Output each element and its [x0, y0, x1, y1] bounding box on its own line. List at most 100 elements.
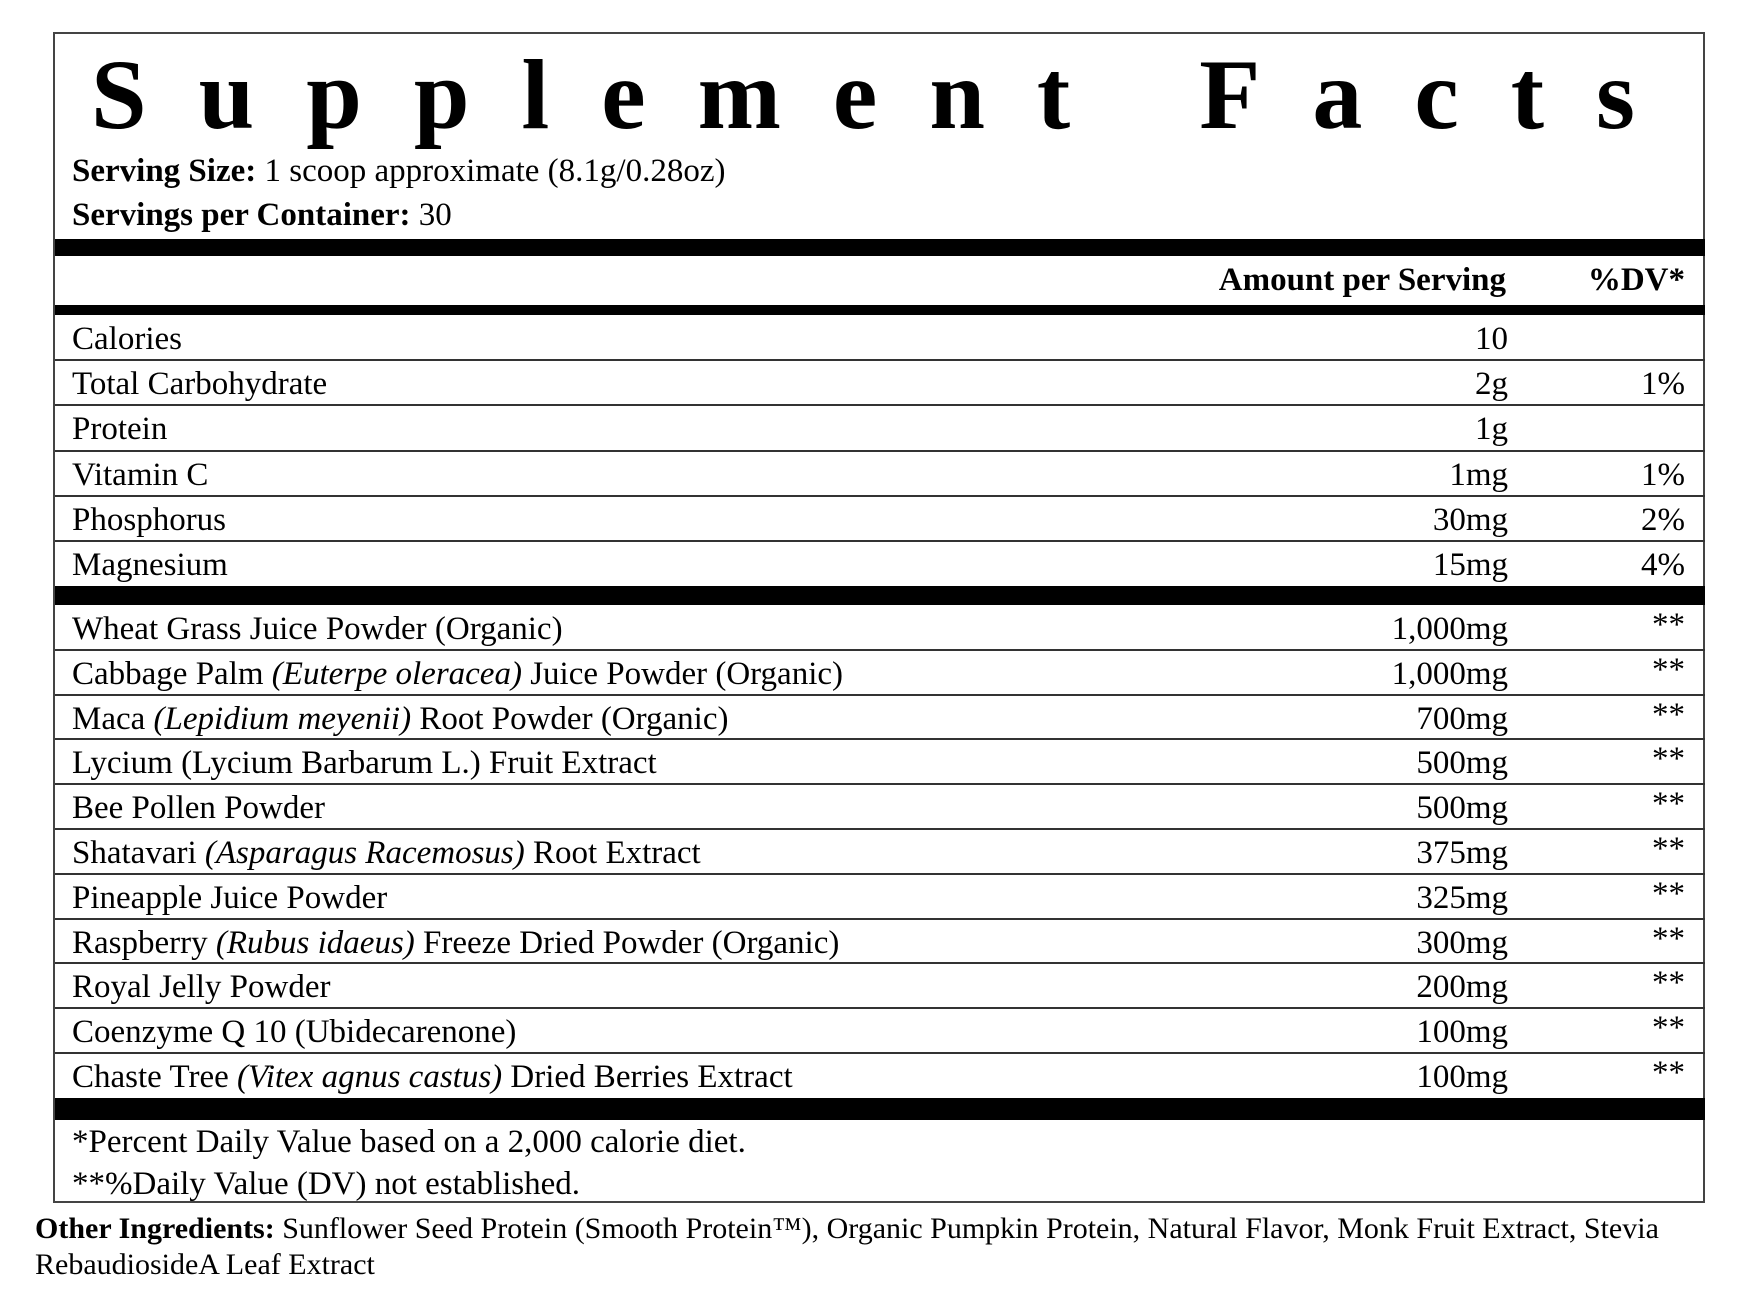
- latin-name: (Lepidium meyenii): [153, 700, 412, 737]
- value: 1 scoop approximate (8.1g/0.28oz): [264, 153, 726, 189]
- name-part: Phosphorus: [72, 501, 227, 538]
- facts-panel: [53, 32, 1705, 1203]
- name-part: Wheat Grass Juice Powder (Organic): [72, 611, 563, 647]
- row-rule: [55, 828, 1705, 830]
- row-rule: [55, 962, 1705, 965]
- footnote: *Percent Daily Value based on a 2,000 ca…: [72, 1124, 746, 1160]
- amount: 1,000mg: [1391, 655, 1508, 692]
- latin-name: (Vitex agnus castus): [237, 1059, 503, 1095]
- thick-rule: [55, 1097, 1705, 1120]
- daily-value: **: [1652, 786, 1685, 823]
- row-rule: [55, 449, 1705, 452]
- name-part: Cabbage Palm: [72, 655, 272, 692]
- daily-value: 1%: [1641, 456, 1685, 493]
- amount: 500mg: [1416, 790, 1508, 827]
- name-part: Vitamin C: [72, 456, 209, 493]
- latin-name: (Euterpe oleracea): [271, 655, 522, 692]
- row-rule: [55, 693, 1705, 696]
- ingredient-name: Wheat Grass Juice Powder (Organic): [72, 613, 563, 646]
- amount: 375mg: [1416, 835, 1508, 871]
- name-part: Pineapple Juice Powder: [72, 879, 388, 916]
- serving-size: Serving Size: 1 scoop approximate (8.1g/…: [72, 155, 725, 188]
- name-part: Juice Powder (Organic): [521, 655, 843, 692]
- name-part: Shatavari: [72, 835, 205, 871]
- row-rule: [55, 783, 1705, 786]
- servings-per-container: Servings per Container: 30: [72, 199, 452, 232]
- amount: 100mg: [1416, 1014, 1508, 1051]
- amount: 500mg: [1416, 745, 1508, 782]
- row-rule: [55, 359, 1705, 362]
- ingredient-name: Cabbage Palm (Euterpe oleracea) Juice Po…: [72, 655, 843, 692]
- ingredient-name: Pineapple Juice Powder: [72, 879, 388, 916]
- name-part: Magnesium: [72, 547, 228, 583]
- name-part: Dried Berries Extract: [502, 1059, 793, 1095]
- name-part: Total Carbohydrate: [72, 366, 328, 403]
- daily-value: **: [1652, 1010, 1685, 1047]
- row-rule: [55, 404, 1705, 407]
- daily-value: **: [1652, 1055, 1685, 1091]
- ingredient-name: Shatavari (Asparagus Racemosus) Root Ext…: [72, 837, 701, 870]
- ingredient-name: Lycium (Lycium Barbarum L.) Fruit Extrac…: [72, 747, 657, 780]
- value: 30: [418, 197, 452, 233]
- ingredient-name: Chaste Tree (Vitex agnus castus) Dried B…: [72, 1061, 793, 1094]
- ingredient-name: Bee Pollen Powder: [72, 792, 325, 825]
- row-rule: [55, 1052, 1705, 1054]
- name-part: Bee Pollen Powder: [72, 790, 325, 827]
- amount: 1mg: [1449, 456, 1508, 493]
- name-part: Chaste Tree: [72, 1059, 237, 1095]
- name-part: Freeze Dried Powder (Organic): [414, 924, 840, 961]
- row-rule: [55, 494, 1705, 497]
- amount: 2g: [1475, 366, 1508, 403]
- ingredient-name: Vitamin C: [72, 456, 209, 493]
- label: Servings per Container:: [72, 197, 411, 233]
- row-rule: [55, 738, 1705, 741]
- thick-rule: [55, 239, 1705, 256]
- row-rule: [55, 540, 1705, 542]
- name-part: Maca: [72, 700, 154, 737]
- thick-rule: [55, 586, 1705, 605]
- amount: 1g: [1475, 411, 1508, 448]
- ingredient-name: Royal Jelly Powder: [72, 971, 330, 1004]
- amount: 1,000mg: [1391, 611, 1508, 647]
- other-ingredients: Other Ingredients: Sunflower Seed Protei…: [35, 1211, 1755, 1283]
- name-part: Raspberry: [72, 924, 216, 961]
- amount: 300mg: [1416, 924, 1508, 961]
- name-part: Coenzyme Q 10 (Ubidecarenone): [72, 1014, 517, 1051]
- name-part: Royal Jelly Powder: [72, 969, 331, 1006]
- ingredient-name: Protein: [72, 413, 167, 446]
- label: Serving Size:: [72, 153, 257, 189]
- latin-name: (Asparagus Racemosus): [204, 835, 525, 871]
- amount: 100mg: [1416, 1059, 1508, 1095]
- daily-value: **: [1652, 920, 1685, 957]
- ingredient-name: Coenzyme Q 10 (Ubidecarenone): [72, 1016, 516, 1049]
- value: Sunflower Seed Protein (Smooth Protein™)…: [35, 1212, 1659, 1281]
- daily-value: 2%: [1641, 501, 1685, 538]
- name-part: Lycium (Lycium Barbarum L.) Fruit Extrac…: [72, 745, 657, 782]
- amount: 10: [1475, 321, 1508, 357]
- ingredient-name: Total Carbohydrate: [72, 368, 327, 401]
- amount: 700mg: [1416, 700, 1508, 737]
- name-part: Calories: [72, 321, 182, 357]
- thick-rule: [55, 305, 1705, 315]
- row-rule: [55, 1007, 1705, 1010]
- name-part: Root Powder (Organic): [411, 700, 729, 737]
- label: Other Ingredients:: [35, 1212, 275, 1245]
- row-rule: [55, 872, 1705, 875]
- daily-value: **: [1652, 607, 1685, 643]
- name-part: Protein: [72, 411, 168, 448]
- ingredient-name: Calories: [72, 323, 182, 356]
- amount: 200mg: [1416, 969, 1508, 1006]
- amount: 15mg: [1432, 547, 1508, 583]
- amount-header: Amount per Serving: [1218, 262, 1506, 298]
- footnote: **%Daily Value (DV) not established.: [72, 1166, 581, 1202]
- daily-value: **: [1652, 875, 1685, 912]
- daily-value: **: [1652, 741, 1685, 778]
- latin-name: (Rubus idaeus): [215, 924, 415, 961]
- ingredient-name: Maca (Lepidium meyenii) Root Powder (Org…: [72, 700, 729, 737]
- name-part: Root Extract: [524, 835, 701, 871]
- ingredient-name: Raspberry (Rubus idaeus) Freeze Dried Po…: [72, 924, 840, 961]
- daily-value: 4%: [1641, 547, 1685, 583]
- ingredient-name: Magnesium: [72, 549, 228, 582]
- row-rule: [55, 917, 1705, 920]
